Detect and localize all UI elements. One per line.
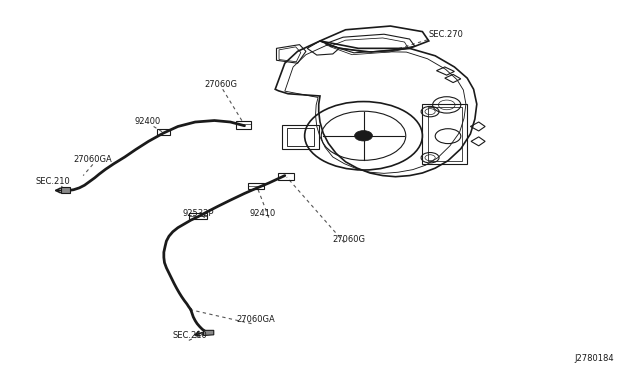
Text: 27060GA: 27060GA bbox=[237, 315, 276, 324]
Polygon shape bbox=[204, 330, 214, 336]
Text: 92410: 92410 bbox=[250, 209, 276, 218]
Text: 92532P: 92532P bbox=[182, 209, 214, 218]
Text: 27060G: 27060G bbox=[205, 80, 238, 89]
Text: 27060G: 27060G bbox=[333, 235, 366, 244]
Text: 27060GA: 27060GA bbox=[74, 155, 113, 164]
Text: SEC.210: SEC.210 bbox=[173, 331, 207, 340]
Polygon shape bbox=[61, 187, 70, 193]
Circle shape bbox=[355, 131, 372, 141]
Text: SEC.210: SEC.210 bbox=[35, 177, 70, 186]
Text: 92400: 92400 bbox=[134, 118, 161, 126]
Text: SEC.270: SEC.270 bbox=[429, 30, 463, 39]
Text: J2780184: J2780184 bbox=[575, 354, 614, 363]
